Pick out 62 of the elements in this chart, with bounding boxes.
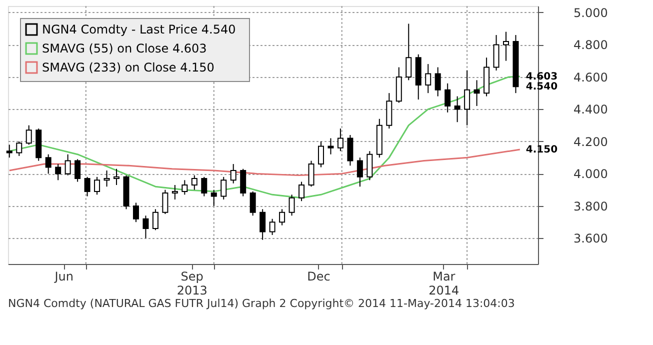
candlestick — [318, 140, 324, 168]
candlestick — [269, 218, 276, 236]
candlestick — [94, 176, 100, 196]
candlestick — [6, 144, 12, 158]
y-tick-label: 3.800 — [574, 199, 608, 214]
candlestick — [464, 70, 470, 126]
candlestick — [45, 154, 52, 174]
candlestick — [454, 96, 460, 123]
candlestick — [142, 215, 149, 239]
candlestick — [250, 190, 256, 216]
candlestick — [64, 154, 71, 176]
y-tick-label: 5.000 — [574, 6, 608, 20]
candlestick — [84, 176, 90, 197]
x-tick-label: Dec — [307, 270, 330, 284]
candlestick — [444, 82, 451, 113]
candlestick — [152, 208, 158, 231]
y-tick-label: 4.600 — [574, 70, 608, 84]
candlestick — [191, 174, 198, 190]
y-tick-label: 4.800 — [574, 38, 608, 52]
candlestick — [366, 150, 373, 181]
candlestick — [114, 168, 120, 186]
candlestick — [288, 194, 295, 216]
candlestick — [74, 158, 81, 182]
candlestick — [493, 34, 500, 71]
legend-label: SMAVG (55) on Close 4.603 — [42, 42, 207, 56]
candlestick — [26, 124, 32, 146]
candlestick — [328, 138, 334, 155]
y-tick-label: 4.000 — [574, 167, 608, 182]
candlestick — [210, 189, 217, 206]
candlestick — [55, 164, 62, 181]
line-series — [8, 148, 521, 176]
candlestick — [172, 184, 178, 200]
candlestick — [425, 64, 432, 94]
x-tick-label: Sep 2013 — [176, 270, 208, 298]
x-tick-label: Mar 2014 — [428, 270, 460, 298]
legend-label: NGN4 Comdty - Last Price 4.540 — [42, 22, 236, 36]
x-tick-label: Jun — [54, 270, 74, 284]
candlestick — [347, 134, 354, 166]
candlestick — [240, 168, 246, 197]
candlestick — [503, 31, 510, 62]
candlestick — [230, 164, 236, 184]
candlestick — [406, 23, 412, 81]
candlestick — [279, 208, 286, 226]
candlestick — [356, 157, 363, 188]
candlestick — [474, 80, 480, 106]
y-tick-label: 4.200 — [574, 134, 608, 149]
candlestick — [298, 181, 305, 202]
text: NGN4 Comdty (NATURAL GAS FUTR Jul14) Graph 2 Copyright© 2014 11-May-2014 13:04:03 — [8, 297, 515, 310]
y-tick-label: 3.600 — [574, 232, 608, 246]
y-tick-label: 4.400 — [574, 102, 608, 117]
candlestick — [16, 140, 22, 156]
candlestick — [162, 189, 168, 215]
legend-label: SMAVG (233) on Close 4.150 — [42, 60, 214, 74]
candlestick — [104, 170, 110, 188]
candlestick — [220, 176, 227, 200]
candlestick — [182, 180, 188, 196]
candlestick — [132, 202, 139, 223]
candlestick — [201, 176, 208, 197]
candlestick — [337, 128, 344, 152]
candlestick — [434, 66, 441, 97]
candlestick — [260, 208, 266, 240]
candlestick — [308, 160, 314, 188]
